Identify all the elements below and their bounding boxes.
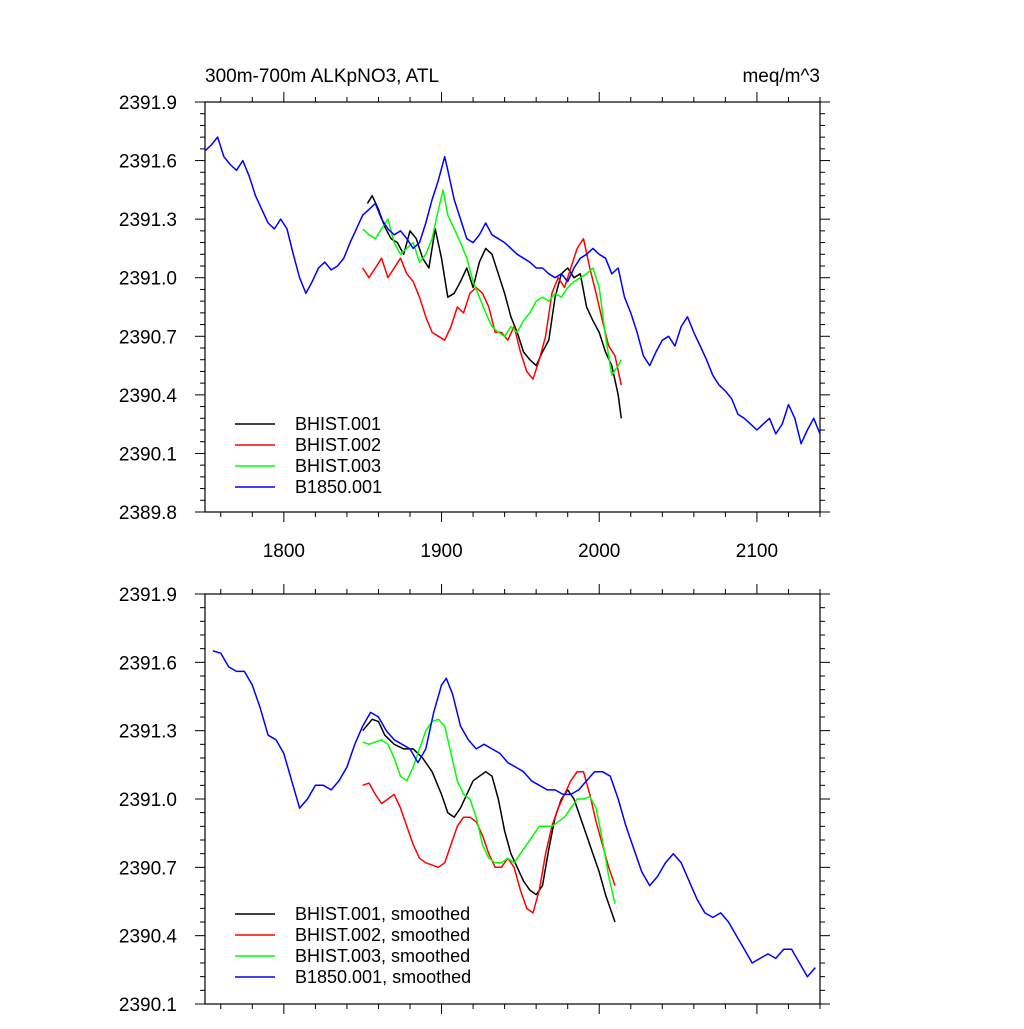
legend-label: BHIST.002 (295, 435, 381, 455)
plot-frame (204, 101, 821, 513)
y-tick-label: 2391.9 (119, 585, 177, 606)
series-line-2 (362, 770, 616, 914)
y-tick-label: 2390.7 (119, 327, 177, 348)
legend-label: BHIST.002, smoothed (295, 925, 470, 945)
y-tick-label: 2390.1 (119, 444, 177, 465)
series-line-4 (204, 136, 821, 445)
x-tick-label: 1900 (420, 541, 462, 562)
y-tick-label: 2390.4 (119, 386, 178, 407)
bottom-axes: 2390.1 2390.4 2390.7 2391.0 2391.3 2391.6 2391… (119, 584, 830, 1016)
series-line-1 (362, 718, 616, 923)
top-panel: 300m-700m ALKpNO3, ATL meq/m^3 1800 1900 2… (119, 66, 830, 562)
x-tick-label: 2000 (578, 541, 620, 562)
x-tick-label: 1800 (263, 541, 305, 562)
y-tick-label: 2390.1 (119, 995, 177, 1016)
series-line-4 (212, 650, 816, 978)
y-tick-label: 2391.0 (119, 269, 177, 290)
legend-label: BHIST.003, smoothed (295, 946, 470, 966)
legend-label: B1850.001 (295, 477, 382, 497)
x-tick-label: 2100 (736, 541, 778, 562)
series-line-3 (362, 189, 622, 377)
y-tick-label: 2391.6 (119, 653, 177, 674)
legend-label: B1850.001, smoothed (295, 967, 471, 987)
series-line-2 (362, 237, 623, 386)
y-tick-label: 2390.7 (119, 858, 177, 879)
units-label: meq/m^3 (742, 66, 820, 87)
top-series (204, 136, 821, 445)
y-tick-label: 2390.4 (119, 927, 178, 948)
chart-title: 300m-700m ALKpNO3, ATL (205, 66, 439, 87)
series-line-3 (362, 718, 616, 904)
bottom-series (212, 650, 816, 978)
legend-label: BHIST.001, smoothed (295, 904, 470, 924)
y-tick-label: 2391.3 (119, 722, 177, 743)
series-line-1 (366, 194, 623, 419)
y-tick-label: 2391.9 (119, 93, 177, 114)
bottom-panel: 2390.1 2390.4 2390.7 2391.0 2391.3 2391.6 2391… (119, 584, 830, 1016)
y-tick-label: 2391.0 (119, 790, 177, 811)
legend-label: BHIST.001 (295, 414, 381, 434)
y-tick-label: 2391.6 (119, 152, 177, 173)
y-tick-label: 2389.8 (119, 503, 177, 524)
legend-label: BHIST.003 (295, 456, 381, 476)
y-tick-label: 2391.3 (119, 210, 177, 231)
top-axes: 1800 1900 2000 2100 2389.8 2390.1 2390.4 2390.7… (119, 92, 830, 562)
